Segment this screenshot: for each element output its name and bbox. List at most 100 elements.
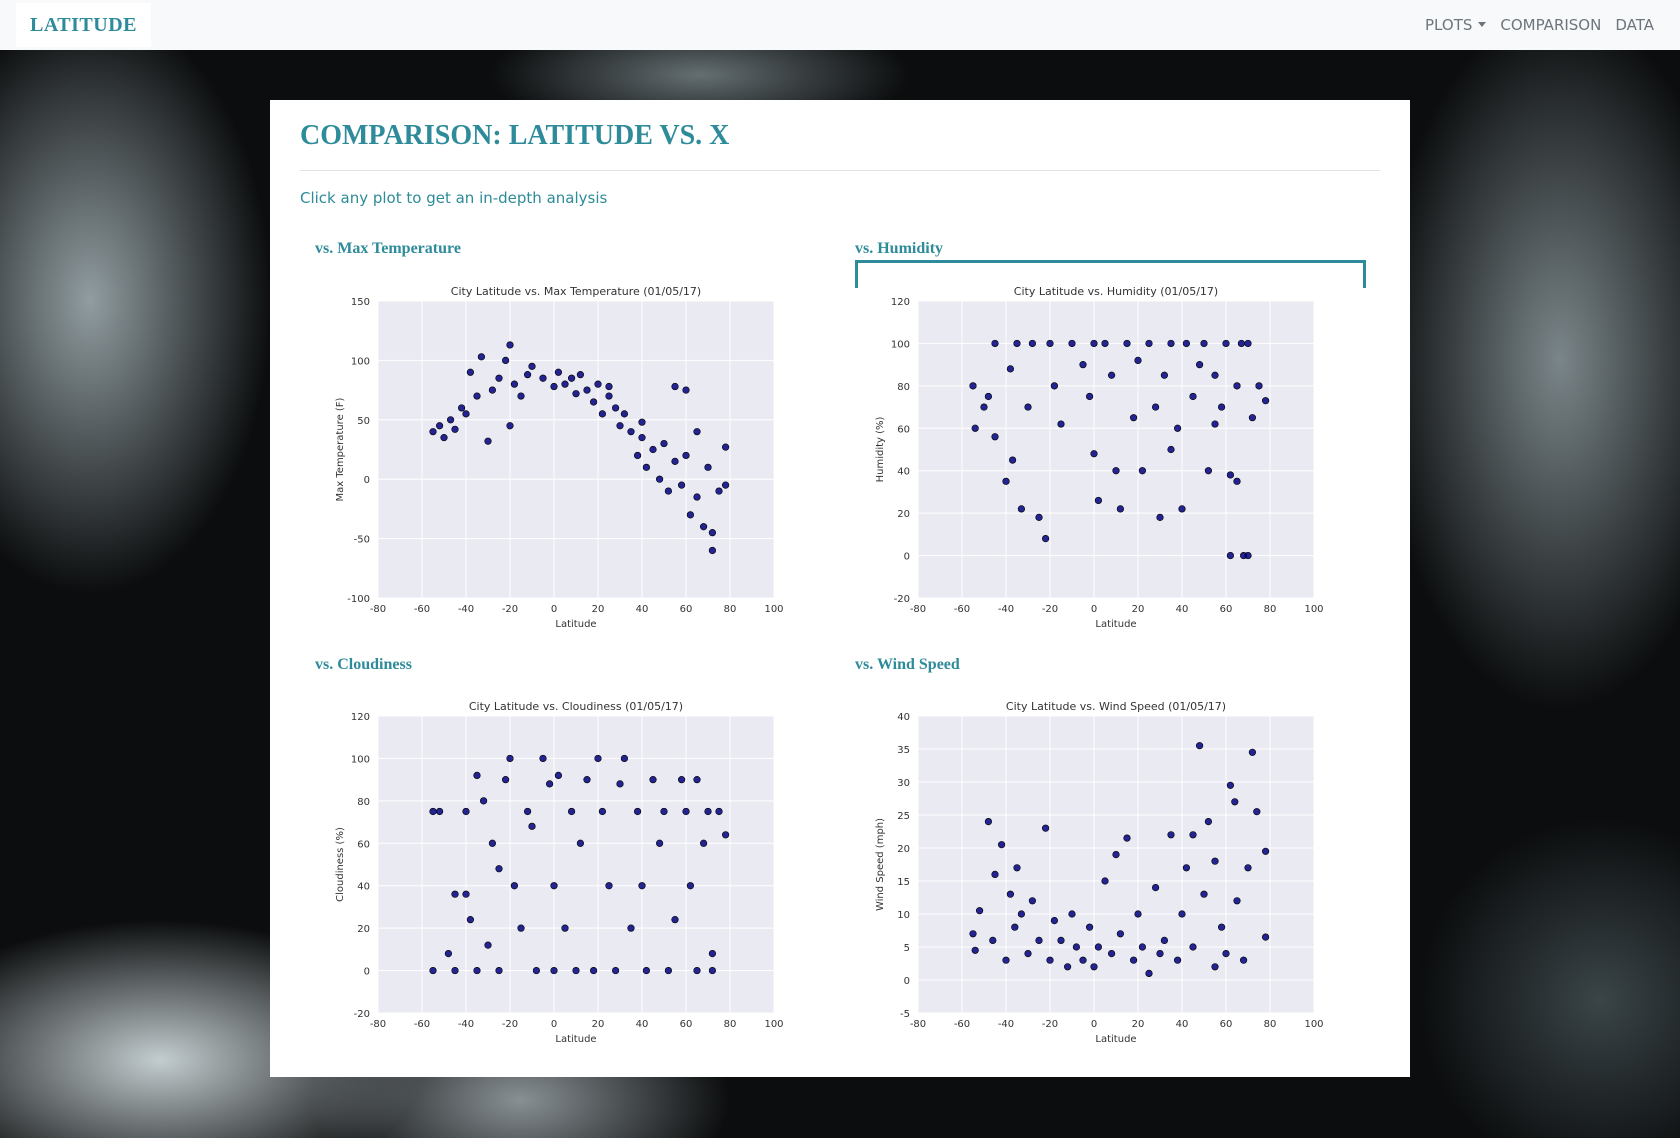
nav-link[interactable]: DATA — [1615, 16, 1654, 34]
point — [517, 392, 525, 400]
point — [1261, 933, 1270, 941]
chart-title: City Latitude vs. Humidity (01/05/17) — [1014, 285, 1218, 298]
x-axis-label: Latitude — [1095, 1034, 1136, 1045]
point — [1085, 923, 1094, 931]
point — [1090, 339, 1098, 348]
y-tick-label: -20 — [354, 1009, 370, 1020]
point — [484, 437, 492, 445]
point — [589, 966, 598, 975]
point — [1041, 534, 1050, 543]
divider — [300, 170, 1380, 171]
point — [495, 966, 503, 975]
x-axis-label: Latitude — [1095, 619, 1136, 630]
point — [693, 966, 701, 975]
y-axis-label: Wind Speed (mph) — [875, 818, 886, 911]
x-tick-label: 20 — [1132, 604, 1145, 615]
x-tick-label: -20 — [502, 1019, 518, 1030]
point — [506, 754, 514, 763]
point — [523, 807, 532, 816]
point — [451, 425, 459, 433]
point — [1167, 339, 1175, 348]
point — [1116, 505, 1124, 513]
point — [1090, 450, 1098, 458]
y-tick-label: 60 — [897, 424, 910, 435]
point — [550, 882, 558, 890]
point — [620, 754, 629, 763]
point — [671, 457, 679, 465]
plot[interactable]: -80 -60 -40 -20 0 20 40 60 80 100 -100 -50 0 50 100 150… — [335, 285, 784, 630]
point — [1013, 864, 1021, 872]
point — [1211, 420, 1219, 428]
point — [554, 771, 563, 780]
plot[interactable]: -80 -60 -40 -20 0 20 40 60 80 100 -20 0 20 40 60 80 100 1… — [335, 700, 784, 1045]
point — [693, 428, 701, 436]
point — [429, 966, 437, 975]
x-axis-label: Latitude — [555, 619, 596, 630]
point — [466, 368, 475, 376]
section-heading: vs. Wind Speed — [855, 656, 960, 673]
point — [1255, 382, 1263, 390]
point — [708, 546, 717, 555]
point — [1217, 403, 1226, 411]
point — [1226, 781, 1234, 789]
y-tick-label: 0 — [364, 967, 370, 978]
point — [1116, 930, 1124, 938]
x-tick-label: 60 — [680, 1019, 693, 1030]
point — [583, 776, 591, 784]
point — [1134, 910, 1142, 918]
point — [1200, 339, 1208, 348]
x-tick-label: 100 — [1304, 1019, 1323, 1030]
point — [576, 839, 585, 847]
point — [1248, 414, 1256, 422]
nav-link[interactable]: COMPARISON — [1500, 16, 1602, 34]
point — [1145, 969, 1153, 978]
point — [1090, 963, 1098, 971]
point — [715, 807, 723, 816]
point — [539, 374, 547, 382]
point — [997, 841, 1006, 849]
x-tick-label: 80 — [724, 1019, 737, 1030]
plot-area — [378, 716, 774, 1013]
point — [561, 380, 569, 388]
point — [969, 382, 977, 390]
point — [561, 924, 569, 932]
point — [506, 341, 514, 349]
point — [1244, 339, 1252, 348]
point — [1072, 943, 1080, 951]
y-tick-label: 20 — [357, 924, 370, 935]
x-tick-label: -80 — [370, 1019, 386, 1030]
point — [1050, 382, 1058, 390]
y-tick-label: 0 — [904, 552, 910, 563]
section-heading: vs. Max Temperature — [315, 240, 461, 257]
point — [1002, 956, 1010, 964]
point — [598, 807, 607, 816]
plot-area — [918, 301, 1314, 598]
point — [633, 807, 642, 816]
nav-link[interactable]: PLOTS — [1425, 16, 1487, 34]
point — [1233, 477, 1241, 485]
point — [1017, 505, 1026, 513]
point — [655, 475, 664, 483]
point — [969, 930, 977, 938]
point — [1138, 467, 1146, 475]
point — [611, 966, 620, 975]
brand[interactable]: LATITUDE — [16, 3, 151, 47]
point — [462, 807, 470, 816]
x-tick-label: 20 — [1132, 1019, 1145, 1030]
y-tick-label: 40 — [357, 882, 370, 893]
point — [1112, 850, 1120, 859]
point — [1239, 956, 1248, 964]
x-tick-label: -20 — [502, 604, 518, 615]
page-title: COMPARISON: LATITUDE VS. X — [300, 120, 730, 151]
plot[interactable]: -80 -60 -40 -20 0 20 40 60 80 100 -20 0 20 40 60 80 100 1… — [875, 285, 1324, 630]
x-tick-label: 0 — [1091, 1019, 1097, 1030]
caret — [1478, 22, 1487, 27]
point — [1138, 943, 1146, 951]
plot[interactable]: -80 -60 -40 -20 0 20 40 60 80 100 -5 0 5 10 15 20 25 30 35… — [875, 700, 1324, 1045]
point — [677, 776, 686, 784]
point — [436, 807, 444, 816]
point — [506, 422, 514, 430]
point — [611, 404, 620, 412]
point — [1211, 371, 1219, 379]
